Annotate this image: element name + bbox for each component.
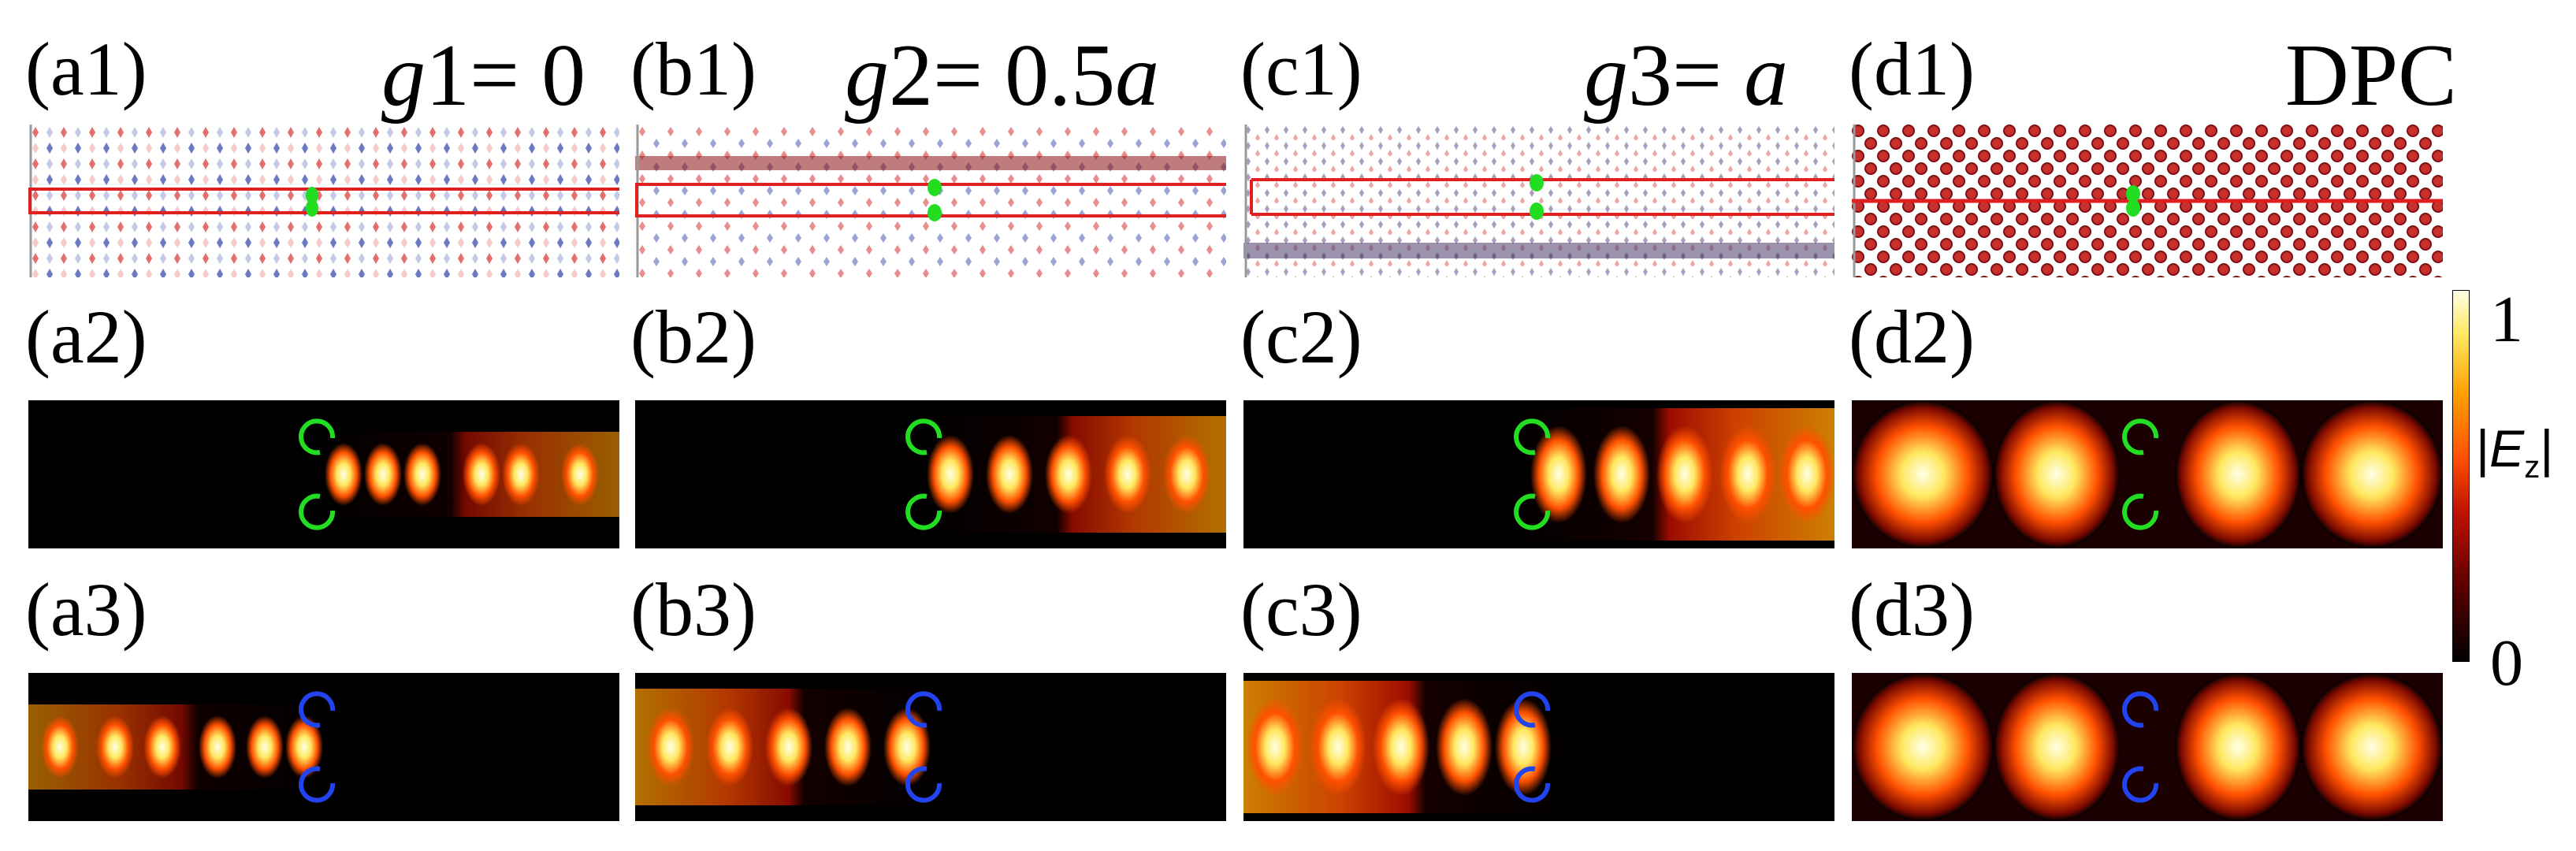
field-map-svg: [28, 673, 619, 821]
panel-label-c2: (c2): [1240, 299, 1362, 375]
panel-label-a1: (a1): [25, 32, 147, 107]
field-panel-b2: [635, 400, 1226, 548]
title-value: 0.5: [1005, 27, 1115, 124]
title-index: 2: [889, 27, 933, 124]
lattice-svg: [1243, 124, 1834, 277]
field-panel-c3: [1243, 673, 1834, 821]
field-map-svg: [635, 673, 1226, 821]
field-map-svg: [1243, 400, 1834, 548]
panel-label-c3: (c3): [1240, 572, 1362, 648]
panel-label-b1: (b1): [630, 32, 756, 107]
colorbar-subscript: z: [2524, 450, 2540, 485]
field-map-svg: [1852, 673, 2443, 821]
colorbar-symbol: E: [2489, 419, 2524, 478]
panel-label-a2: (a2): [25, 299, 147, 375]
panel-label-d1: (d1): [1849, 32, 1975, 107]
title-eq: =: [470, 27, 541, 124]
lattice-svg: [635, 124, 1226, 277]
field-map-svg: [635, 400, 1226, 548]
field-panel-a2: [28, 400, 619, 548]
colorbar-max: 1: [2490, 287, 2523, 353]
structure-panel-b1: [635, 124, 1226, 277]
title-index: 1: [426, 27, 470, 124]
field-map-svg: [1243, 673, 1834, 821]
title-eq: =: [1672, 27, 1744, 124]
panel-title-d: DPC: [2285, 32, 2457, 120]
structure-panel-d1: [1852, 124, 2443, 277]
panel-title-c: g3= a: [1584, 32, 1788, 120]
title-var: g: [381, 27, 426, 124]
panel-label-b3: (b3): [630, 572, 756, 648]
structure-panel-c1: [1243, 124, 1834, 277]
title-unit: a: [1744, 27, 1788, 124]
field-panel-a3: [28, 673, 619, 821]
panel-title-b: g2= 0.5a: [845, 32, 1159, 120]
title-index: 3: [1628, 27, 1672, 124]
panel-label-b2: (b2): [630, 299, 756, 375]
field-panel-d2: [1852, 400, 2443, 548]
field-map-svg: [1852, 400, 2443, 548]
lattice-svg: [1852, 124, 2443, 277]
panel-label-a3: (a3): [25, 572, 147, 648]
panel-title-a: g1= 0: [381, 32, 585, 120]
title-unit: a: [1115, 27, 1159, 124]
panel-label-c1: (c1): [1240, 32, 1362, 107]
panel-label-d3: (d3): [1849, 572, 1975, 648]
colorbar-label: |Ez|: [2476, 422, 2553, 483]
field-panel-b3: [635, 673, 1226, 821]
title-eq: =: [933, 27, 1005, 124]
colorbar-svg: [2452, 290, 2470, 662]
structure-panel-a1: [28, 124, 619, 277]
lattice-svg: [28, 124, 619, 277]
colorbar: [2452, 290, 2470, 662]
panel-label-d2: (d2): [1849, 299, 1975, 375]
field-panel-c2: [1243, 400, 1834, 548]
field-map-svg: [28, 400, 619, 548]
field-panel-d3: [1852, 673, 2443, 821]
title-var: g: [845, 27, 889, 124]
title-var: g: [1584, 27, 1628, 124]
colorbar-min: 0: [2490, 630, 2523, 697]
title-value: 0: [541, 27, 585, 124]
